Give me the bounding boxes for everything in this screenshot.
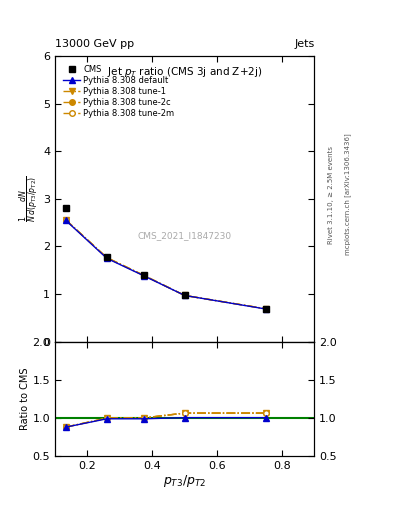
CMS (105, 254, 109, 260)
Text: 13000 GeV pp: 13000 GeV pp (55, 38, 134, 49)
Pythia 8.308 default (63, 217, 68, 223)
Pythia 8.308 default (142, 273, 147, 279)
Pythia 8.308 tune-2c (263, 306, 268, 312)
Pythia 8.308 tune-2c (182, 292, 187, 298)
Line: Pythia 8.308 tune-2m: Pythia 8.308 tune-2m (63, 217, 268, 311)
Pythia 8.308 tune-1 (142, 273, 147, 279)
Pythia 8.308 tune-2c (63, 217, 68, 223)
Text: Jet $p_T$ ratio (CMS 3j and Z+2j): Jet $p_T$ ratio (CMS 3j and Z+2j) (107, 65, 263, 79)
Line: Pythia 8.308 default: Pythia 8.308 default (63, 218, 268, 312)
Y-axis label: $\frac{1}{N}\frac{dN}{d(p_{T3}/p_{T2})}$: $\frac{1}{N}\frac{dN}{d(p_{T3}/p_{T2})}$ (18, 176, 42, 222)
Pythia 8.308 tune-2m (182, 292, 187, 298)
X-axis label: $p_{T3}/p_{T2}$: $p_{T3}/p_{T2}$ (163, 473, 206, 489)
Text: CMS_2021_I1847230: CMS_2021_I1847230 (138, 231, 232, 241)
Line: CMS: CMS (62, 205, 269, 312)
Text: Rivet 3.1.10, ≥ 2.5M events: Rivet 3.1.10, ≥ 2.5M events (328, 145, 334, 244)
Text: Jets: Jets (294, 38, 314, 49)
Pythia 8.308 default (182, 292, 187, 298)
Y-axis label: Ratio to CMS: Ratio to CMS (20, 368, 29, 430)
CMS (63, 205, 68, 211)
Legend: CMS, Pythia 8.308 default, Pythia 8.308 tune-1, Pythia 8.308 tune-2c, Pythia 8.3: CMS, Pythia 8.308 default, Pythia 8.308 … (62, 63, 176, 120)
Text: mcplots.cern.ch [arXiv:1306.3436]: mcplots.cern.ch [arXiv:1306.3436] (344, 134, 351, 255)
Pythia 8.308 tune-2c (105, 254, 109, 261)
Pythia 8.308 tune-2m (105, 254, 109, 261)
CMS (263, 306, 268, 312)
Pythia 8.308 default (263, 306, 268, 312)
Line: Pythia 8.308 tune-1: Pythia 8.308 tune-1 (63, 217, 268, 311)
CMS (142, 272, 147, 278)
Pythia 8.308 tune-1 (182, 292, 187, 298)
Pythia 8.308 tune-1 (63, 217, 68, 223)
Pythia 8.308 tune-2m (142, 272, 147, 279)
Pythia 8.308 tune-1 (263, 306, 268, 312)
Pythia 8.308 tune-1 (105, 255, 109, 261)
Pythia 8.308 tune-2c (142, 272, 147, 279)
Pythia 8.308 tune-2m (263, 306, 268, 312)
Pythia 8.308 tune-2m (63, 217, 68, 223)
Pythia 8.308 default (105, 255, 109, 262)
Line: Pythia 8.308 tune-2c: Pythia 8.308 tune-2c (63, 217, 268, 311)
CMS (182, 292, 187, 298)
